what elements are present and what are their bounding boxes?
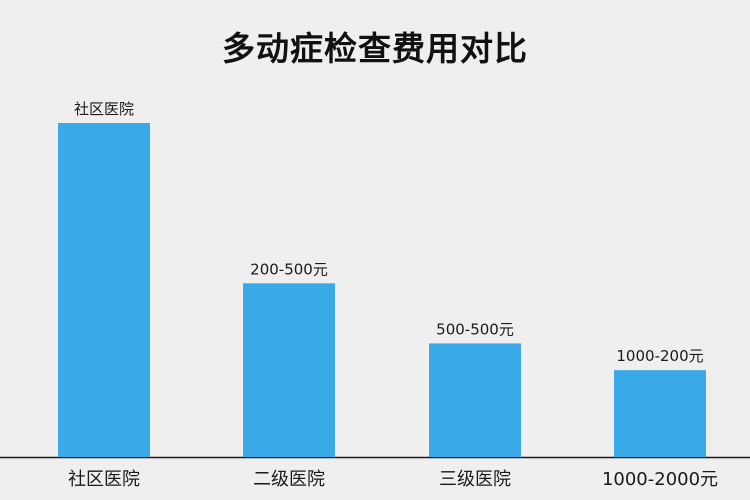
bar-1 bbox=[243, 283, 335, 457]
bar-value-label-0: 社区医院 bbox=[74, 100, 134, 118]
bar-3 bbox=[614, 370, 706, 457]
x-tick-label-2: 三级医院 bbox=[439, 469, 511, 490]
x-tick-label-3: 1000-2000元 bbox=[602, 469, 718, 490]
bar-value-label-3: 1000-200元 bbox=[616, 347, 703, 365]
bar-2 bbox=[429, 343, 521, 457]
x-tick-label-0: 社区医院 bbox=[68, 469, 140, 490]
bars-group bbox=[58, 123, 706, 457]
x-tick-label-1: 二级医院 bbox=[253, 469, 325, 490]
bar-value-label-2: 500-500元 bbox=[436, 320, 514, 338]
x-tick-labels-group: 社区医院 二级医院 三级医院 1000-2000元 bbox=[68, 469, 718, 490]
bar-0 bbox=[58, 123, 150, 457]
chart-title: 多动症检查费用对比 bbox=[222, 29, 528, 68]
bar-value-label-1: 200-500元 bbox=[250, 260, 328, 278]
bar-labels-group: 社区医院 200-500元 500-500元 1000-200元 bbox=[74, 100, 704, 365]
